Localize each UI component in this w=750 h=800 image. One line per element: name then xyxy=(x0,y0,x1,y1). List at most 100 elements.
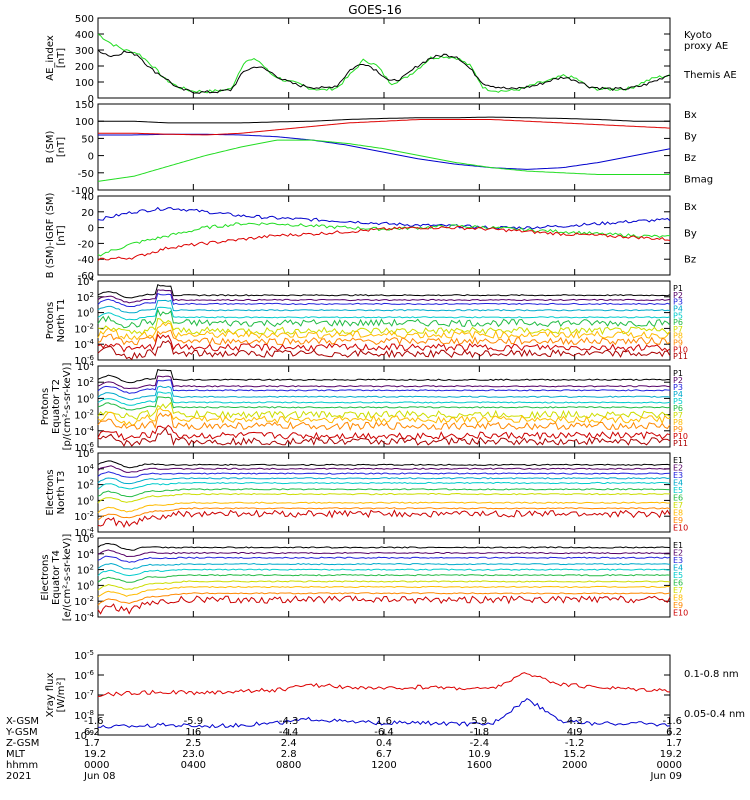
channel-label: P11 xyxy=(673,439,688,448)
footer-value: 1600 xyxy=(467,760,492,771)
footer-value: 6.7 xyxy=(376,749,392,760)
y-axis-label: [nT] xyxy=(56,225,67,245)
y-tick-label: 0 xyxy=(88,94,94,105)
y-tick-label: -100 xyxy=(71,186,94,197)
series-line-xray-0 xyxy=(97,672,671,697)
y-tick-label: 104 xyxy=(77,275,95,288)
footer-row-label: hhmm xyxy=(6,760,38,771)
y-tick-label: 500 xyxy=(75,14,94,25)
channel-label: E5 xyxy=(673,486,683,495)
channel-line-pe-2 xyxy=(97,379,671,394)
channel-label: E9 xyxy=(673,516,683,525)
y-axis-label: Protons xyxy=(45,302,56,339)
series-line-bsm-0 xyxy=(98,133,671,170)
footer-value: 5.9 xyxy=(471,716,487,727)
channel-label: P5 xyxy=(673,397,683,406)
y-tick-label: 10-2 xyxy=(74,595,94,608)
y-tick-label: 10-6 xyxy=(74,354,94,367)
series-line-ae-1 xyxy=(97,49,671,94)
footer-value: 19.2 xyxy=(660,749,682,760)
footer-value: -6.4 xyxy=(374,727,394,738)
y-tick-label: 10-9 xyxy=(74,729,94,742)
legend-label: Bz xyxy=(684,255,696,266)
footer-row-label: Y-GSM xyxy=(5,727,38,738)
channel-label: P2 xyxy=(673,291,683,300)
channel-line-en-9 xyxy=(97,509,671,529)
channel-line-ee-6 xyxy=(97,580,671,591)
footer-value: 0000 xyxy=(657,760,682,771)
channel-line-pn-6 xyxy=(97,317,671,336)
y-axis-label: B (SM)-IGRF (SM) xyxy=(45,193,56,279)
channel-line-pe-1 xyxy=(97,375,671,390)
footer-value: -2.4 xyxy=(470,738,490,749)
footer-value: -1.6 xyxy=(84,716,104,727)
channel-label: E2 xyxy=(673,549,683,558)
footer-value: -4.4 xyxy=(279,727,299,738)
channel-label: E3 xyxy=(673,556,683,565)
y-tick-label: 100 xyxy=(77,307,94,320)
legend-label: Themis AE xyxy=(683,70,737,81)
footer-value: 4.9 xyxy=(567,727,583,738)
footer-value: 0.4 xyxy=(376,738,392,749)
footer-value: -4.3 xyxy=(279,716,299,727)
channel-label: P3 xyxy=(673,298,683,307)
channel-label: P9 xyxy=(673,425,683,434)
legend-label: By xyxy=(684,132,697,143)
footer-value: -1.2 xyxy=(565,738,585,749)
series-line-xray-1 xyxy=(97,697,671,729)
channel-line-pn-1 xyxy=(97,289,671,304)
channel-line-pn-5 xyxy=(97,308,671,329)
channel-label: P4 xyxy=(673,304,683,313)
legend-label: By xyxy=(684,228,697,239)
y-tick-label: 10-2 xyxy=(74,510,94,523)
legend-label: Bx xyxy=(684,202,697,213)
y-axis-label: North T1 xyxy=(56,299,67,343)
series-line-bsm-2 xyxy=(98,119,671,136)
y-tick-label: 100 xyxy=(77,392,94,405)
channel-line-pe-0 xyxy=(97,368,671,384)
channel-label: P6 xyxy=(673,404,683,413)
y-tick-label: 106 xyxy=(77,447,95,460)
channel-line-en-8 xyxy=(97,507,671,521)
y-tick-label: 200 xyxy=(75,62,94,73)
y-axis-label: Xray flux xyxy=(45,673,56,718)
footer-row-label: 2021 xyxy=(6,771,31,782)
y-tick-label: -50 xyxy=(78,169,94,180)
legend-label: Bmag xyxy=(684,175,713,186)
channel-line-ee-4 xyxy=(97,568,671,577)
channel-line-pe-10 xyxy=(97,427,671,447)
channel-label: E10 xyxy=(673,609,688,618)
y-tick-label: 102 xyxy=(77,291,94,304)
channel-line-ee-1 xyxy=(97,549,670,558)
channel-label: E6 xyxy=(673,494,683,503)
channel-label: P1 xyxy=(673,369,683,378)
footer-value: 0400 xyxy=(181,760,206,771)
channel-label: P10 xyxy=(673,345,688,354)
channel-line-pe-8 xyxy=(97,412,671,431)
y-axis-label: Electrons xyxy=(45,469,56,515)
channel-line-en-1 xyxy=(97,465,671,473)
channel-line-pn-10 xyxy=(97,340,671,361)
footer-value: 0800 xyxy=(276,760,301,771)
channel-label: E1 xyxy=(673,456,683,465)
y-axis-label: [nT] xyxy=(56,137,67,157)
y-tick-label: 100 xyxy=(75,117,94,128)
channel-label: P1 xyxy=(673,284,683,293)
y-axis-label: [e/(cm²-s-sr-keV)] xyxy=(62,534,73,622)
footer-value: 15.2 xyxy=(564,749,586,760)
footer-row-label: X-GSM xyxy=(6,716,39,727)
channel-label: P8 xyxy=(673,418,683,427)
channel-label: E8 xyxy=(673,594,683,603)
channel-line-ee-3 xyxy=(97,562,671,571)
y-tick-label: 100 xyxy=(77,494,94,507)
y-tick-label: 400 xyxy=(75,30,94,41)
y-axis-label: [p/(cm²-s-sr-keV)] xyxy=(62,363,73,451)
footer-value: 1.7 xyxy=(666,738,682,749)
channel-line-en-4 xyxy=(97,481,671,490)
y-tick-label: 10-2 xyxy=(74,322,94,335)
footer-row-label: Z-GSM xyxy=(6,738,39,749)
series-line-bresid-1 xyxy=(97,222,670,257)
channel-line-pn-2 xyxy=(97,292,671,307)
